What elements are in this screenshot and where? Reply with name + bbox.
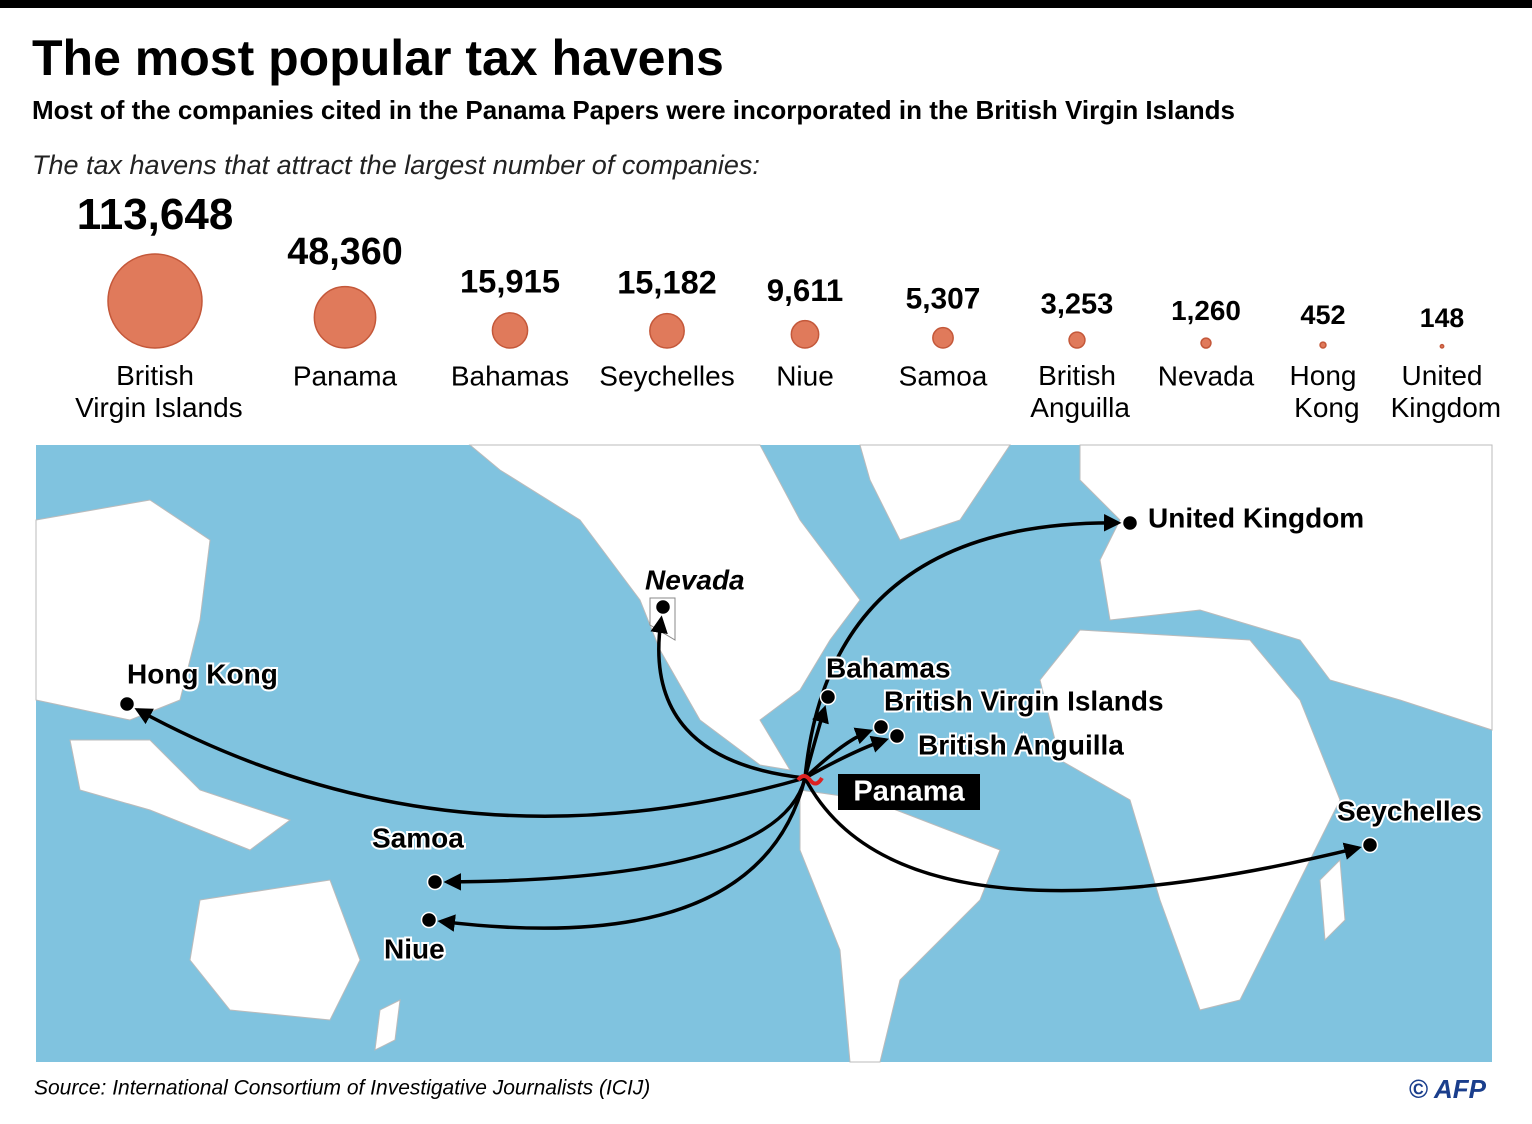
place-dot bbox=[819, 688, 837, 706]
category-label: British Virgin Islands bbox=[67, 360, 242, 423]
origin-label: Panama bbox=[853, 776, 965, 808]
panama-shape bbox=[796, 774, 824, 786]
place-label: British Anguilla bbox=[918, 729, 1124, 760]
route-arrow bbox=[437, 777, 807, 932]
category-label: British Anguilla bbox=[1024, 360, 1130, 423]
origin-box bbox=[838, 774, 980, 810]
category-label: United Kingdom bbox=[1383, 360, 1501, 423]
value-label: 9,611 bbox=[767, 273, 843, 308]
place-label: Nevada bbox=[645, 564, 745, 595]
place-label: Niue bbox=[384, 933, 445, 964]
bubble bbox=[649, 312, 685, 349]
bubble bbox=[491, 312, 529, 349]
place-dot bbox=[118, 695, 136, 713]
source: Source: International Consortium of Inve… bbox=[34, 1077, 650, 1100]
subtitle: Most of the companies cited in the Panam… bbox=[32, 95, 1235, 125]
credit: © AFP bbox=[1409, 1074, 1487, 1104]
category-label: Niue bbox=[776, 360, 834, 391]
category-label: Hong Kong bbox=[1286, 360, 1359, 423]
category-label: Seychelles bbox=[599, 360, 734, 391]
value-label: 113,648 bbox=[77, 190, 234, 239]
route-arrow bbox=[803, 777, 1362, 893]
category-label: Bahamas bbox=[451, 360, 569, 391]
place-dot bbox=[1121, 514, 1139, 532]
route-arrow bbox=[804, 735, 889, 780]
place-dot bbox=[872, 718, 890, 736]
value-label: 1,260 bbox=[1171, 295, 1241, 326]
chart-label: The tax havens that attract the largest … bbox=[32, 150, 760, 180]
place-label: Seychelles bbox=[1337, 795, 1482, 826]
bubble bbox=[107, 253, 203, 349]
bubble bbox=[1068, 331, 1086, 349]
bubble bbox=[790, 319, 820, 349]
title: The most popular tax havens bbox=[32, 30, 724, 86]
place-label: Bahamas bbox=[826, 652, 951, 683]
bubble bbox=[313, 285, 377, 349]
route-arrow bbox=[650, 615, 806, 780]
land bbox=[35, 444, 1493, 1063]
place-dot bbox=[654, 598, 672, 616]
value-label: 148 bbox=[1420, 303, 1464, 333]
bubble bbox=[1319, 341, 1327, 349]
place-dot bbox=[420, 911, 438, 929]
value-label: 452 bbox=[1300, 299, 1345, 330]
value-label: 15,915 bbox=[460, 263, 560, 300]
bubble bbox=[1200, 337, 1212, 349]
place-label: British Virgin Islands bbox=[884, 685, 1164, 716]
place-dot bbox=[888, 727, 906, 745]
category-label: Samoa bbox=[899, 360, 988, 391]
value-label: 5,307 bbox=[906, 283, 981, 316]
category-label: Nevada bbox=[1158, 360, 1255, 391]
top-bar bbox=[0, 0, 1532, 8]
value-label: 3,253 bbox=[1041, 288, 1114, 320]
map bbox=[35, 444, 1493, 1063]
route-arrow bbox=[443, 777, 807, 891]
place-label: United Kingdom bbox=[1148, 502, 1364, 533]
route-arrow bbox=[134, 708, 806, 818]
arrows bbox=[134, 513, 1362, 932]
bubble bbox=[1439, 343, 1445, 349]
value-label: 48,360 bbox=[287, 230, 402, 272]
place-dot bbox=[1361, 836, 1379, 854]
route-arrow bbox=[803, 727, 874, 780]
bubble bbox=[932, 326, 954, 349]
category-label: Panama bbox=[293, 360, 398, 391]
value-label: 15,182 bbox=[617, 264, 717, 300]
place-dot bbox=[426, 873, 444, 891]
route-arrow bbox=[803, 705, 829, 779]
place-label: Hong Kong bbox=[127, 658, 278, 689]
place-label: Samoa bbox=[372, 822, 464, 853]
